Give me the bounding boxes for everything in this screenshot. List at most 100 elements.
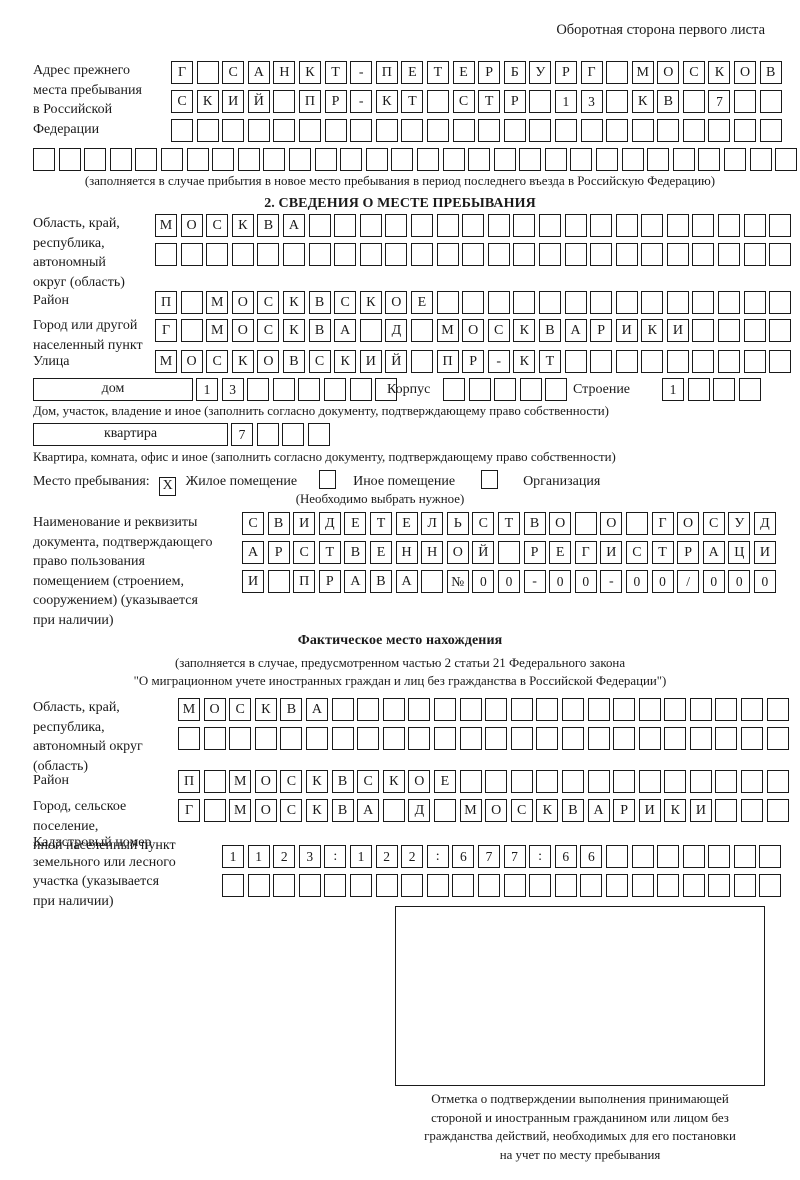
char-cell[interactable]: О xyxy=(549,512,572,535)
char-cell[interactable] xyxy=(538,243,561,266)
char-cell[interactable] xyxy=(692,291,715,314)
char-cell[interactable]: В xyxy=(369,570,392,593)
char-cell[interactable] xyxy=(570,148,593,171)
char-cell[interactable]: С xyxy=(682,61,705,84)
char-cell[interactable] xyxy=(487,291,510,314)
char-cell[interactable]: В xyxy=(759,61,782,84)
char-cell[interactable] xyxy=(538,214,561,237)
actual-region-row-2[interactable] xyxy=(178,727,789,750)
char-cell[interactable]: А xyxy=(344,570,367,593)
char-cell[interactable] xyxy=(759,90,782,113)
char-cell[interactable]: Г xyxy=(178,799,200,822)
char-cell[interactable] xyxy=(410,243,433,266)
char-cell[interactable] xyxy=(519,148,542,171)
char-cell[interactable]: О xyxy=(231,291,254,314)
char-cell[interactable] xyxy=(715,799,738,822)
char-cell[interactable] xyxy=(334,243,357,266)
char-cell[interactable]: К xyxy=(334,350,357,373)
char-cell[interactable]: Р xyxy=(613,799,636,822)
char-cell[interactable] xyxy=(273,90,296,113)
char-cell[interactable] xyxy=(436,243,459,266)
char-cell[interactable]: 0 xyxy=(574,570,597,593)
char-cell[interactable] xyxy=(741,698,764,721)
char-cell[interactable] xyxy=(462,291,485,314)
char-cell[interactable]: Г xyxy=(651,512,674,535)
char-cell[interactable] xyxy=(331,698,354,721)
char-cell[interactable]: Т xyxy=(478,90,501,113)
char-cell[interactable] xyxy=(738,378,761,401)
char-cell[interactable]: Д xyxy=(385,319,408,342)
char-cell[interactable]: 7 xyxy=(477,845,500,868)
char-cell[interactable] xyxy=(708,874,731,897)
char-cell[interactable]: К xyxy=(254,698,277,721)
char-cell[interactable] xyxy=(715,727,738,750)
char-cell[interactable] xyxy=(410,319,433,342)
char-cell[interactable]: Е xyxy=(452,61,475,84)
char-cell[interactable]: К xyxy=(664,799,687,822)
char-cell[interactable] xyxy=(561,727,584,750)
char-cell[interactable] xyxy=(263,148,286,171)
char-cell[interactable]: Ь xyxy=(446,512,469,535)
char-cell[interactable] xyxy=(359,243,382,266)
char-cell[interactable]: Д xyxy=(318,512,341,535)
char-cell[interactable]: Е xyxy=(395,512,418,535)
char-cell[interactable]: С xyxy=(229,698,252,721)
char-cell[interactable]: А xyxy=(395,570,418,593)
char-cell[interactable]: Т xyxy=(369,512,392,535)
char-cell[interactable] xyxy=(536,770,559,793)
char-cell[interactable] xyxy=(324,874,347,897)
char-cell[interactable] xyxy=(759,874,782,897)
char-cell[interactable]: С xyxy=(222,61,245,84)
char-cell[interactable]: Н xyxy=(273,61,296,84)
char-cell[interactable]: В xyxy=(308,319,331,342)
char-cell[interactable] xyxy=(615,214,638,237)
char-cell[interactable] xyxy=(273,874,296,897)
char-cell[interactable] xyxy=(485,698,508,721)
char-cell[interactable] xyxy=(84,148,107,171)
char-cell[interactable] xyxy=(331,727,354,750)
char-cell[interactable]: С xyxy=(472,512,495,535)
char-cell[interactable] xyxy=(718,319,741,342)
char-cell[interactable] xyxy=(410,350,433,373)
char-cell[interactable] xyxy=(203,727,226,750)
char-cell[interactable]: - xyxy=(350,61,373,84)
char-cell[interactable] xyxy=(743,291,766,314)
char-cell[interactable]: И xyxy=(293,512,316,535)
char-cell[interactable]: 2 xyxy=(401,845,424,868)
char-cell[interactable] xyxy=(513,214,536,237)
char-cell[interactable] xyxy=(544,148,567,171)
char-cell[interactable] xyxy=(615,243,638,266)
document-row-3[interactable]: И П Р А В А № 0 0-0 0-0 0/0 0 0 xyxy=(242,570,776,593)
char-cell[interactable]: Т xyxy=(651,541,674,564)
char-cell[interactable] xyxy=(698,148,721,171)
char-cell[interactable] xyxy=(426,874,449,897)
char-cell[interactable]: А xyxy=(282,214,305,237)
char-cell[interactable] xyxy=(375,119,398,142)
char-cell[interactable] xyxy=(272,378,295,401)
char-cell[interactable] xyxy=(536,698,559,721)
char-cell[interactable] xyxy=(203,770,226,793)
char-cell[interactable] xyxy=(340,148,363,171)
char-cell[interactable]: - xyxy=(350,90,373,113)
char-cell[interactable] xyxy=(247,378,270,401)
char-cell[interactable] xyxy=(436,214,459,237)
char-cell[interactable]: К xyxy=(282,319,305,342)
char-cell[interactable]: С xyxy=(308,350,331,373)
char-cell[interactable]: № xyxy=(446,570,469,593)
char-cell[interactable] xyxy=(564,214,587,237)
char-cell[interactable]: Р xyxy=(318,570,341,593)
char-cell[interactable]: Т xyxy=(497,512,520,535)
char-cell[interactable] xyxy=(375,378,398,401)
char-cell[interactable] xyxy=(308,243,331,266)
char-cell[interactable] xyxy=(452,874,475,897)
char-cell[interactable]: 0 xyxy=(702,570,725,593)
char-cell[interactable]: Е xyxy=(344,512,367,535)
char-cell[interactable]: С xyxy=(206,214,229,237)
char-cell[interactable] xyxy=(314,148,337,171)
char-cell[interactable] xyxy=(587,698,610,721)
char-cell[interactable] xyxy=(519,378,542,401)
char-cell[interactable] xyxy=(647,148,670,171)
char-cell[interactable]: О xyxy=(446,541,469,564)
char-cell[interactable]: 7 xyxy=(708,90,731,113)
